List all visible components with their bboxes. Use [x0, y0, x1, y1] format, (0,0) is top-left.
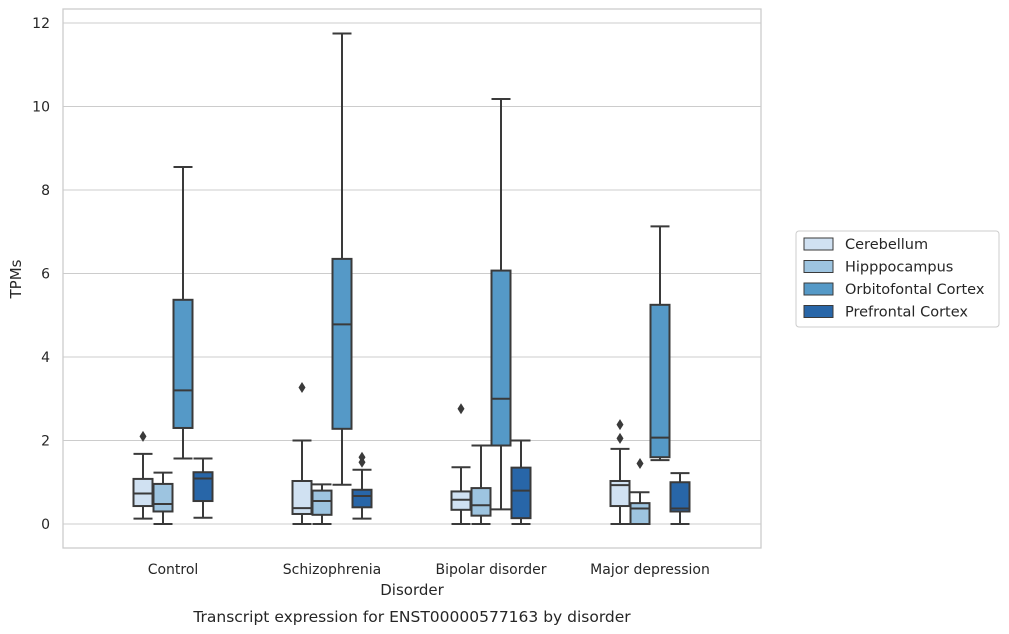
x-tick-label-2: Bipolar disorder	[435, 562, 546, 578]
box-body	[649, 303, 671, 459]
outlier-point-0	[616, 432, 624, 444]
box-2-1	[331, 32, 353, 486]
legend-label-1: Hipppocampus	[845, 260, 953, 276]
y-tick-label-6: 6	[41, 267, 50, 283]
x-tick-label-3: Major depression	[590, 562, 710, 578]
x-axis-label: Disorder	[380, 581, 444, 599]
box-body	[331, 257, 353, 430]
box-1-3	[629, 457, 651, 525]
chart-caption: Transcript expression for ENST0000057716…	[192, 608, 631, 626]
y-tick-label-2: 2	[41, 434, 50, 450]
x-tick-labels: Control Schizophrenia Bipolar disorder Majo…	[148, 562, 710, 578]
box-body	[669, 481, 691, 513]
box-body	[152, 482, 174, 513]
legend-swatch-3	[803, 305, 834, 318]
box-body	[311, 489, 333, 516]
legend-label-0: Cerebellum	[845, 237, 928, 253]
outlier-point-1	[358, 451, 366, 463]
box-2-3	[649, 225, 671, 462]
box-1-0	[152, 471, 174, 525]
box-body	[490, 269, 512, 447]
plot-area	[63, 9, 761, 548]
box-3-2	[510, 439, 532, 525]
y-tick-label-8: 8	[41, 183, 50, 199]
legend-label-3: Prefrontal Cortex	[845, 305, 968, 321]
outlier-point-1	[616, 419, 624, 431]
box-0-0	[132, 430, 154, 520]
y-tick-label-4: 4	[41, 350, 50, 366]
outlier-point-0	[636, 457, 644, 469]
legend-label-2: Orbitofontal Cortex	[845, 282, 985, 298]
box-body	[510, 466, 532, 520]
outlier-point-0	[298, 381, 306, 393]
box-3-1	[351, 451, 373, 520]
x-tick-label-1: Schizophrenia	[283, 562, 381, 578]
y-tick-labels: 0 2 4 6 8 10 12	[32, 16, 50, 533]
outlier-point-0	[139, 430, 147, 442]
box-2-0	[172, 166, 194, 460]
box-body	[351, 488, 373, 509]
legend-swatch-2	[803, 282, 834, 296]
box-body	[172, 298, 194, 429]
box-0-3	[609, 419, 631, 525]
box-1-1	[311, 483, 333, 525]
x-tick-label-0: Control	[148, 562, 199, 578]
box-groups	[132, 32, 691, 525]
box-body	[609, 479, 631, 508]
y-tick-label-0: 0	[41, 517, 50, 533]
box-3-3	[669, 472, 691, 525]
y-tick-label-12: 12	[32, 16, 50, 32]
plot-frame	[62, 8, 762, 549]
legend-swatch-0	[803, 237, 834, 251]
legend: Cerebellum Hipppocampus Orbitofontal Corte…	[795, 230, 1000, 328]
box-body	[629, 502, 651, 525]
box-1-2	[470, 444, 492, 525]
box-body	[132, 477, 154, 508]
box-body	[192, 471, 214, 503]
box-3-0	[192, 457, 214, 519]
legend-swatch-1	[803, 260, 834, 273]
box-body	[470, 487, 492, 517]
y-axis-label: TPMs	[7, 259, 25, 299]
y-tick-label-10: 10	[32, 100, 50, 116]
outlier-point-0	[457, 403, 465, 415]
legend-frame	[795, 230, 1000, 328]
box-2-2	[490, 97, 512, 511]
